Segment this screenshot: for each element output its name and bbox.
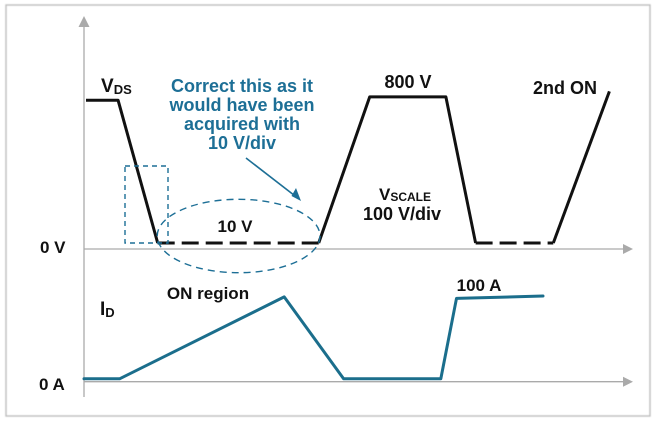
- svg-text:10 V: 10 V: [218, 217, 254, 236]
- svg-text:10 V/div: 10 V/div: [208, 133, 276, 153]
- svg-text:0 A: 0 A: [39, 375, 65, 394]
- svg-text:800 V: 800 V: [384, 72, 431, 92]
- svg-text:VDS: VDS: [101, 76, 132, 97]
- svg-text:2nd ON: 2nd ON: [533, 78, 597, 98]
- svg-text:acquired with: acquired with: [184, 114, 300, 134]
- svg-text:0 V: 0 V: [40, 238, 66, 257]
- svg-text:VSCALE: VSCALE: [379, 185, 431, 204]
- svg-text:ON region: ON region: [167, 284, 249, 303]
- svg-text:100 A: 100 A: [457, 276, 502, 295]
- svg-text:ID: ID: [100, 299, 115, 320]
- svg-text:Correct this as it: Correct this as it: [171, 76, 313, 96]
- svg-text:would have been: would have been: [168, 95, 314, 115]
- svg-text:100 V/div: 100 V/div: [363, 204, 441, 224]
